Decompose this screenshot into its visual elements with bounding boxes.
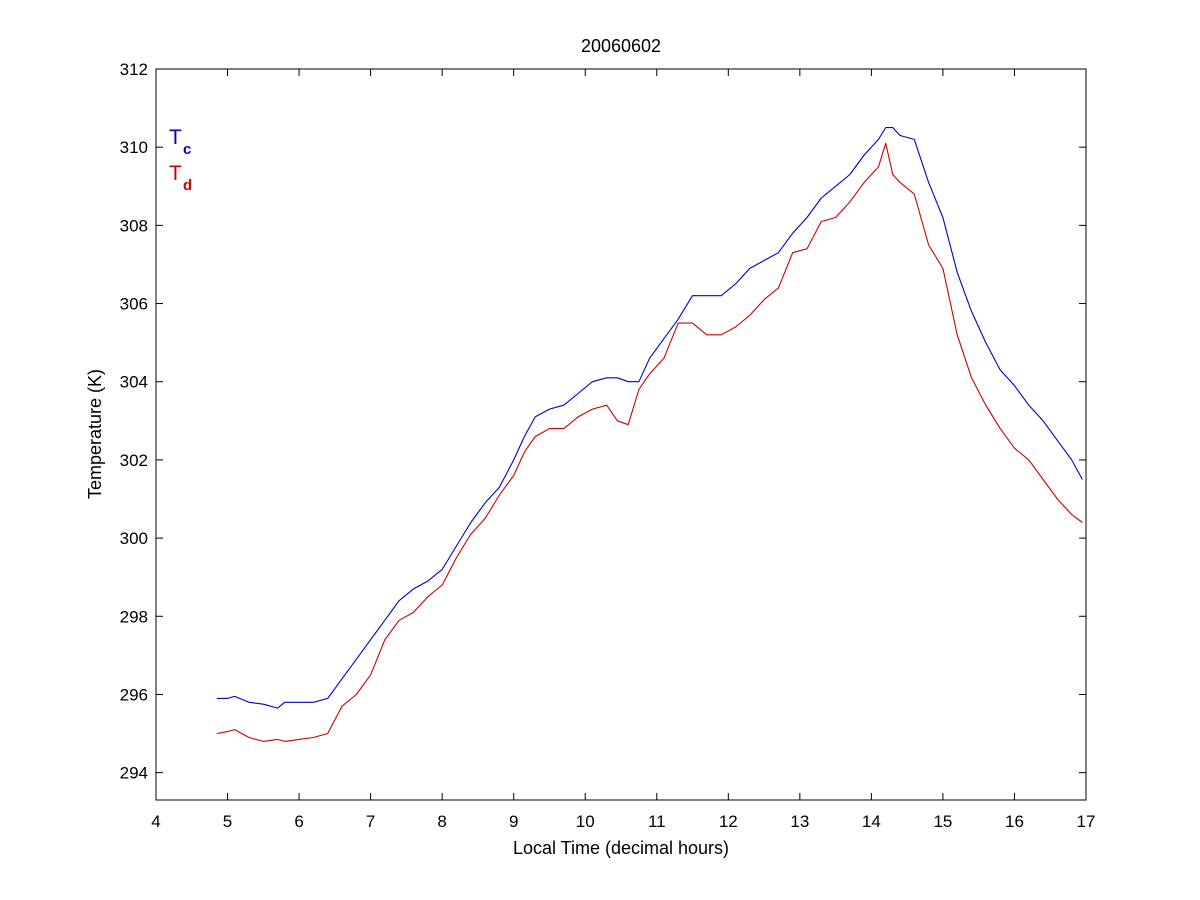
series-layer	[216, 127, 1083, 742]
y-tick-label: 296	[120, 685, 148, 704]
y-tick-label: 302	[120, 451, 148, 470]
x-tick-label: 11	[648, 812, 666, 831]
x-tick-label: 10	[576, 812, 595, 831]
x-tick-label: 4	[151, 812, 160, 831]
y-axis-ticks: 294 296 298 300 302 304 306 308 310 312	[120, 60, 1086, 783]
y-tick-label: 312	[120, 60, 148, 79]
x-tick-label: 9	[509, 812, 518, 831]
y-tick-label: 310	[120, 138, 148, 157]
x-tick-label: 15	[933, 812, 952, 831]
y-tick-label: 300	[120, 529, 148, 548]
y-tick-label: 306	[120, 295, 148, 314]
y-tick-label: 304	[120, 373, 148, 392]
y-axis-label: Temperature (K)	[85, 369, 105, 499]
legend-td-sub: d	[183, 177, 192, 194]
x-tick-label: 12	[719, 812, 738, 831]
x-tick-label: 7	[366, 812, 375, 831]
legend-tc-sub: c	[183, 141, 191, 158]
x-tick-label: 14	[862, 812, 881, 831]
legend-entry-td: T d	[169, 162, 192, 194]
x-tick-label: 8	[437, 812, 446, 831]
legend-entry-tc: T c	[169, 126, 191, 158]
x-tick-label: 6	[294, 812, 303, 831]
x-axis-label: Local Time (decimal hours)	[513, 838, 729, 858]
legend-tc-main: T	[169, 126, 182, 149]
x-tick-label: 16	[1005, 812, 1024, 831]
chart-title: 20060602	[581, 36, 661, 56]
y-tick-label: 298	[120, 607, 148, 626]
legend-td-main: T	[169, 162, 182, 185]
x-tick-label: 5	[223, 812, 232, 831]
series-line-tc	[216, 127, 1083, 709]
x-axis-ticks: 4 5 6 7 8 9 10 11 12 13 14 15 16 17	[151, 69, 1095, 831]
y-tick-label: 294	[120, 764, 148, 783]
x-tick-label: 17	[1077, 812, 1096, 831]
plot-area	[155, 68, 1087, 801]
legend: T c T d	[169, 126, 192, 194]
x-tick-label: 13	[790, 812, 809, 831]
series-line-td	[216, 142, 1083, 742]
y-tick-label: 308	[120, 216, 148, 235]
